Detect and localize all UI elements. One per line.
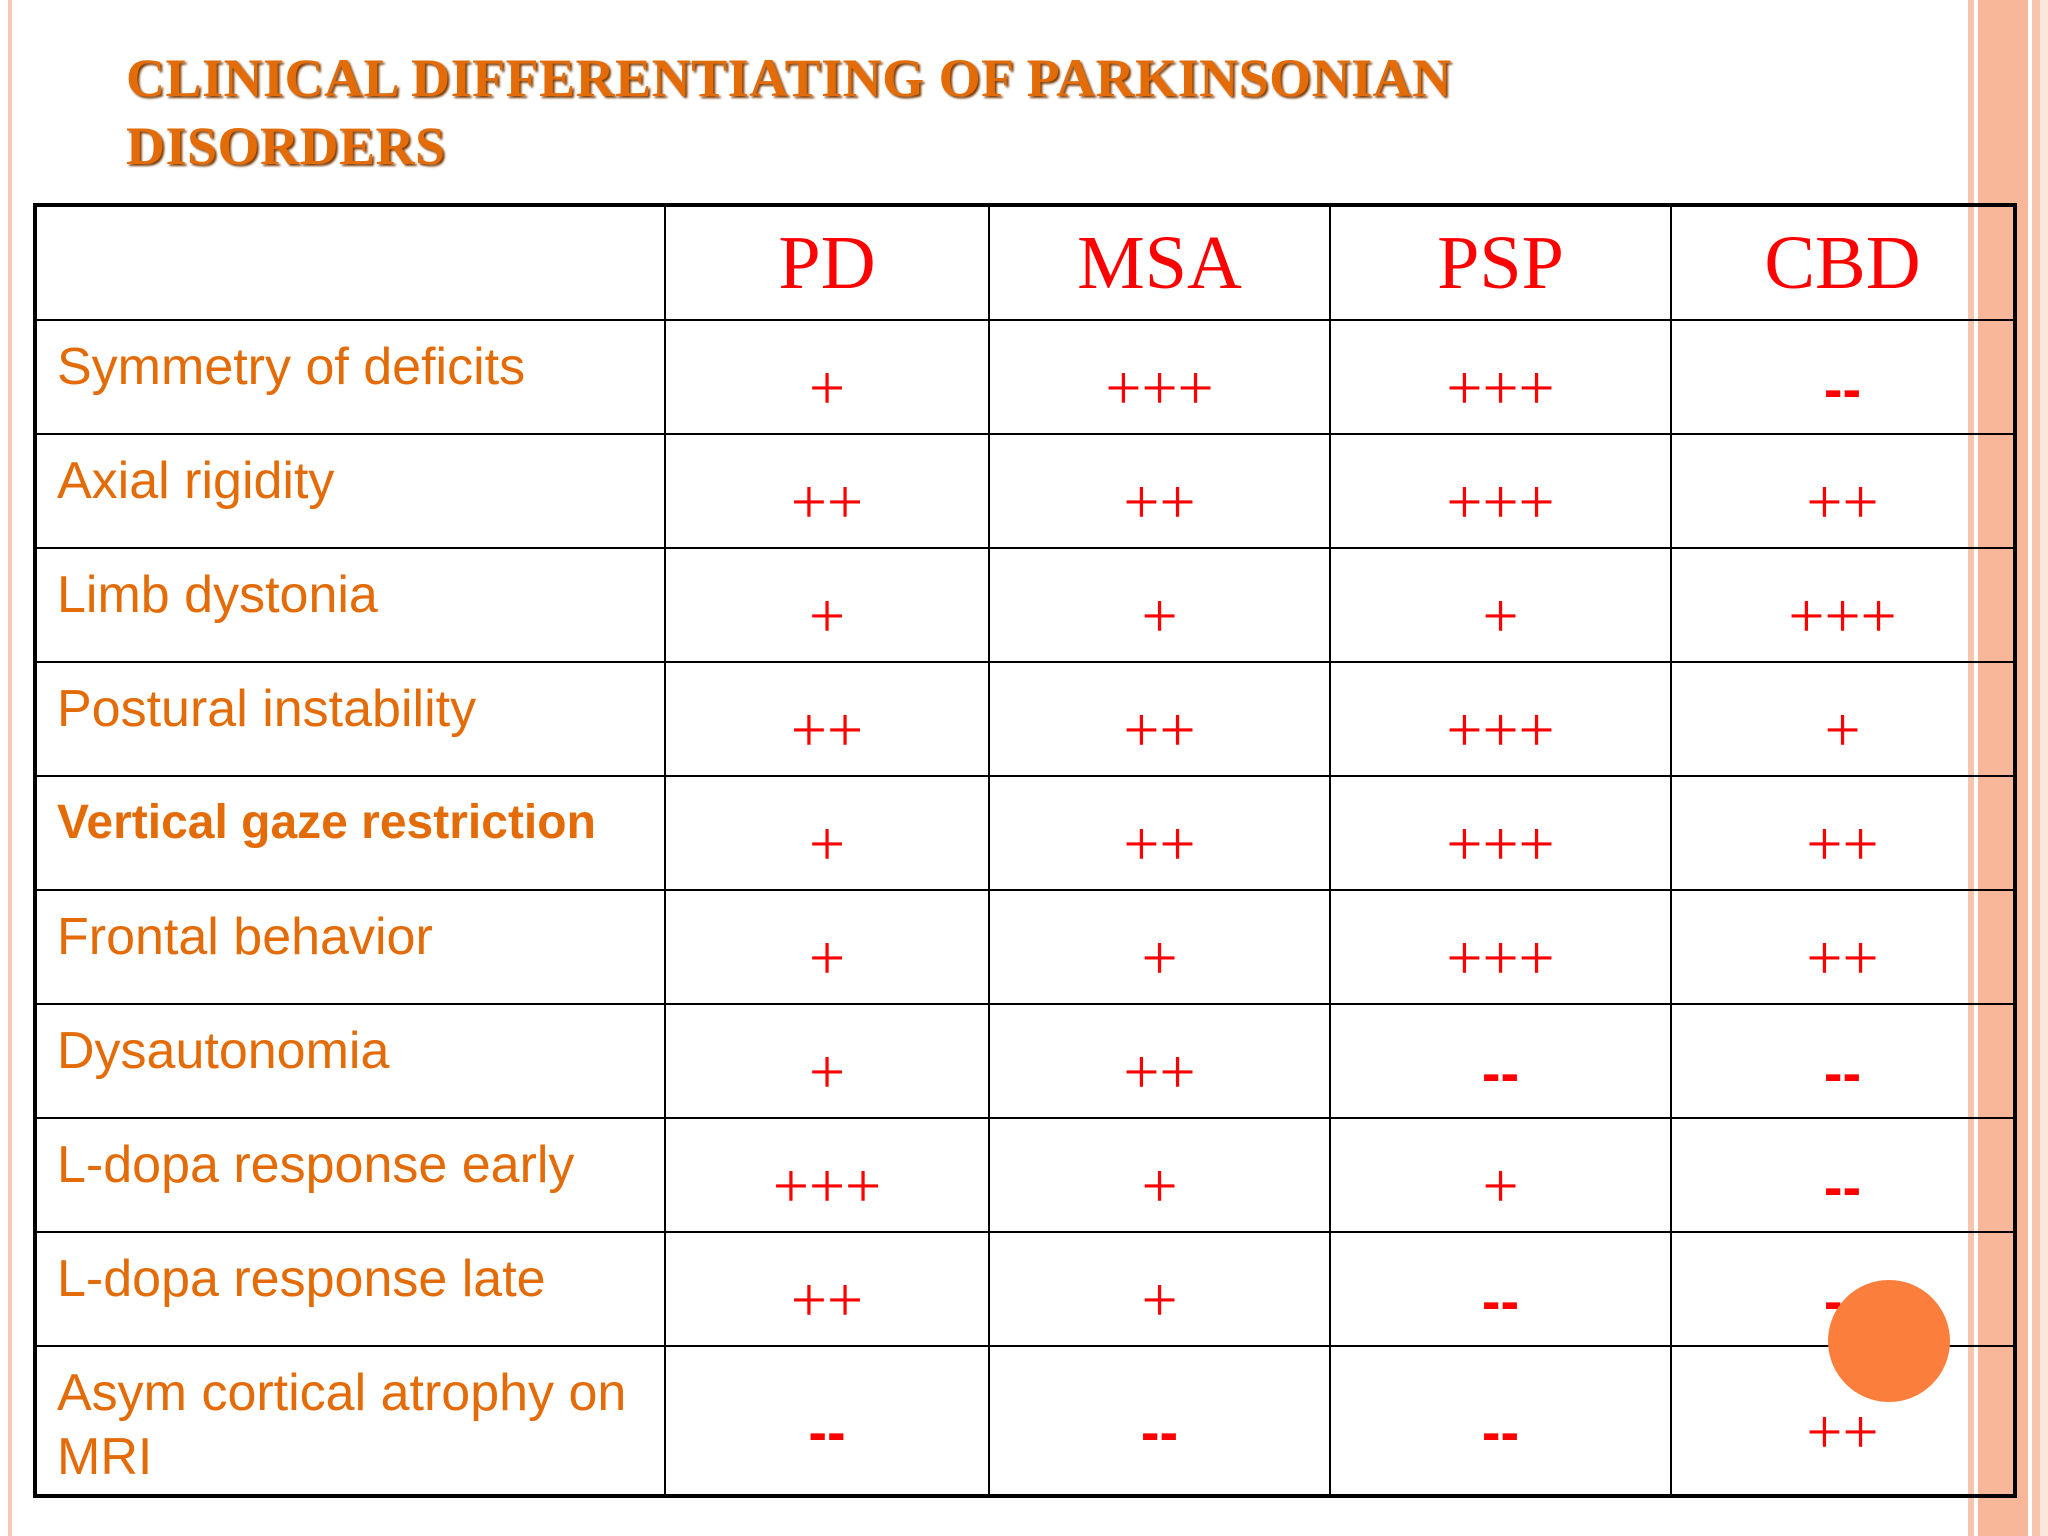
table-row: Vertical gaze restriction + ++ +++ ++	[34, 775, 2016, 891]
table-row: L-dopa response early +++ + + --	[34, 1117, 2016, 1233]
value-cell-msa: +	[988, 547, 1331, 663]
value-cell-cbd: --	[1670, 1003, 2016, 1119]
value-cell-cbd: --	[1670, 1117, 2016, 1233]
value-cell-pd: +	[664, 889, 990, 1005]
value-cell-pd: +	[664, 1003, 990, 1119]
table-row: Frontal behavior + + +++ ++	[34, 889, 2016, 1005]
row-label: Vertical gaze restriction	[34, 775, 666, 891]
table-row: Postural instability ++ ++ +++ +	[34, 661, 2016, 777]
value-cell-pd: +++	[664, 1117, 990, 1233]
value-cell-pd: ++	[664, 1231, 990, 1347]
header-psp: PSP	[1329, 204, 1672, 321]
value-cell-cbd: --	[1670, 319, 2016, 435]
row-label: Dysautonomia	[34, 1003, 666, 1119]
value-cell-msa: +	[988, 1117, 1331, 1233]
table-row: Dysautonomia + ++ -- --	[34, 1003, 2016, 1119]
row-label: L-dopa response early	[34, 1117, 666, 1233]
left-decorative-stripe	[0, 0, 26, 1536]
table-row: Axial rigidity ++ ++ +++ ++	[34, 433, 2016, 549]
row-label: Postural instability	[34, 661, 666, 777]
value-cell-msa: --	[988, 1345, 1331, 1497]
value-cell-cbd: ++	[1670, 889, 2016, 1005]
header-pd: PD	[664, 204, 990, 321]
value-cell-pd: +	[664, 319, 990, 435]
header-cbd: CBD	[1670, 204, 2016, 321]
value-cell-cbd: ++	[1670, 433, 2016, 549]
value-cell-msa: +	[988, 1231, 1331, 1347]
table-header-row: PD MSA PSP CBD	[34, 204, 2016, 321]
value-cell-psp: +	[1329, 1117, 1672, 1233]
value-cell-pd: --	[664, 1345, 990, 1497]
table-row: Limb dystonia + + + +++	[34, 547, 2016, 663]
row-label: L-dopa response late	[34, 1231, 666, 1347]
slide-title: CLINICAL DIFFERENTIATING OF PARKINSONIAN…	[126, 48, 1452, 176]
value-cell-cbd: +	[1670, 661, 2016, 777]
value-cell-psp: +++	[1329, 889, 1672, 1005]
value-cell-psp: +++	[1329, 775, 1672, 891]
value-cell-msa: ++	[988, 661, 1331, 777]
value-cell-pd: +	[664, 775, 990, 891]
value-cell-psp: +++	[1329, 433, 1672, 549]
row-label: Asym cortical atrophy on MRI	[34, 1345, 666, 1497]
value-cell-msa: +++	[988, 319, 1331, 435]
value-cell-psp: +	[1329, 547, 1672, 663]
value-cell-psp: --	[1329, 1345, 1672, 1497]
header-empty-cell	[34, 204, 666, 321]
value-cell-pd: ++	[664, 433, 990, 549]
comparison-table: PD MSA PSP CBD Symmetry of deficits + ++…	[33, 203, 2017, 1498]
value-cell-cbd: +++	[1670, 547, 2016, 663]
row-label: Frontal behavior	[34, 889, 666, 1005]
table-row: L-dopa response late ++ + -- --	[34, 1231, 2016, 1347]
value-cell-msa: ++	[988, 433, 1331, 549]
value-cell-msa: ++	[988, 1003, 1331, 1119]
value-cell-psp: +++	[1329, 661, 1672, 777]
value-cell-msa: +	[988, 889, 1331, 1005]
table-row: Symmetry of deficits + +++ +++ --	[34, 319, 2016, 435]
value-cell-pd: ++	[664, 661, 990, 777]
row-label: Symmetry of deficits	[34, 319, 666, 435]
table-row: Asym cortical atrophy on MRI -- -- -- ++	[34, 1345, 2016, 1497]
value-cell-psp: --	[1329, 1231, 1672, 1347]
row-label: Limb dystonia	[34, 547, 666, 663]
value-cell-msa: ++	[988, 775, 1331, 891]
value-cell-psp: +++	[1329, 319, 1672, 435]
header-msa: MSA	[988, 204, 1331, 321]
value-cell-pd: +	[664, 547, 990, 663]
decorative-orange-dot	[1828, 1280, 1950, 1402]
value-cell-cbd: ++	[1670, 775, 2016, 891]
value-cell-psp: --	[1329, 1003, 1672, 1119]
row-label: Axial rigidity	[34, 433, 666, 549]
